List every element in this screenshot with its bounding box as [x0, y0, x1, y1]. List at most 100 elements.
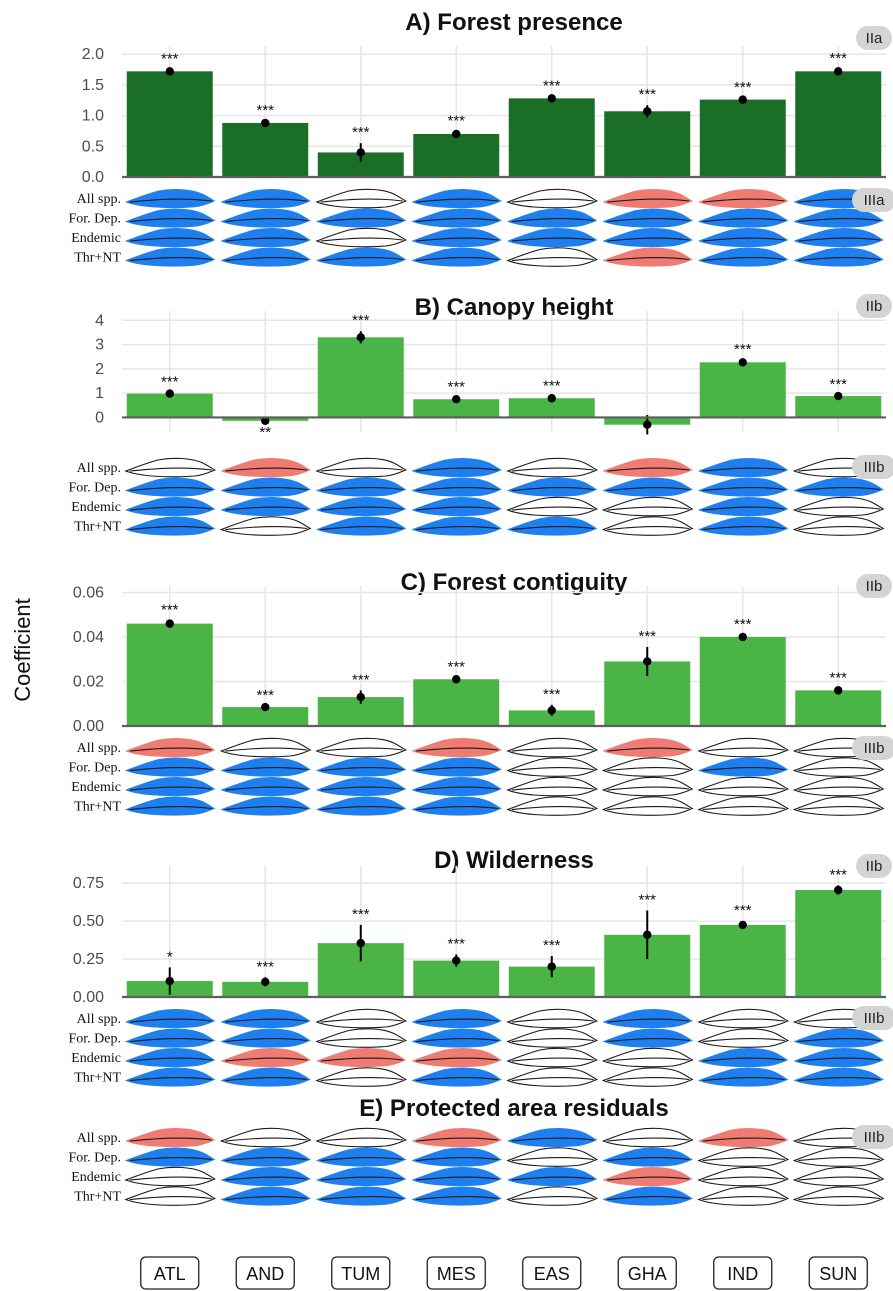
feather-icon — [125, 457, 216, 478]
badge-icons-bg — [852, 188, 893, 212]
feather-icon — [507, 457, 598, 478]
significance-label: *** — [829, 376, 847, 393]
feather-icon — [793, 208, 884, 228]
feather-icon — [411, 457, 502, 478]
feather-icon — [602, 796, 693, 816]
feather-icon — [602, 1047, 693, 1068]
feather-icon — [698, 477, 789, 497]
category-label: IND — [727, 1264, 758, 1284]
point-estimate — [547, 706, 556, 715]
feather-icon — [602, 757, 693, 777]
bar-atl — [126, 623, 213, 726]
feather-icon — [220, 477, 311, 497]
feather-icon — [316, 1147, 407, 1167]
badge-chart-label: IIa — [866, 30, 883, 47]
feather-icon — [220, 496, 311, 517]
significance-label: *** — [543, 686, 561, 703]
feather-icon — [125, 188, 216, 209]
category-box — [235, 1256, 295, 1290]
feather-icon — [507, 1047, 598, 1068]
feather-icon — [220, 457, 311, 478]
feather-icon — [125, 227, 216, 248]
significance-label: * — [167, 948, 173, 965]
feather-icon — [602, 247, 693, 267]
feather-icon — [507, 188, 598, 209]
feather-icon — [793, 247, 884, 267]
feather-icon — [411, 757, 502, 777]
feather-icon — [220, 737, 311, 758]
feather-icon — [220, 247, 311, 267]
category-mes: MES — [426, 1256, 486, 1290]
feather-icon — [125, 1186, 216, 1206]
feather-icon — [316, 1067, 407, 1087]
feather-icon — [220, 776, 311, 797]
point-estimate — [165, 389, 174, 398]
feather-icon — [793, 496, 884, 517]
feather-icon — [316, 188, 407, 209]
feather-icon — [411, 247, 502, 267]
point-estimate — [452, 395, 461, 404]
y-tick-label: 3 — [95, 337, 104, 354]
feather-icon — [507, 227, 598, 248]
feather-icon — [125, 1028, 216, 1048]
row-label: Thr+NT — [74, 251, 121, 266]
feather-icon — [316, 516, 407, 536]
feather-icon — [316, 208, 407, 228]
bar-mes — [413, 399, 500, 418]
icon-grid — [125, 737, 884, 816]
significance-label: *** — [829, 866, 847, 883]
row-label: Endemic — [71, 1051, 121, 1066]
category-box — [808, 1256, 868, 1290]
y-tick-label: 0.00 — [73, 718, 104, 735]
y-tick-label: 4 — [95, 312, 104, 329]
feather-icon — [507, 737, 598, 758]
feather-icon — [316, 1047, 407, 1068]
point-estimate — [356, 333, 365, 342]
y-tick-label: 0.04 — [73, 629, 104, 646]
category-eas: EAS — [522, 1256, 582, 1290]
feather-icon — [411, 1067, 502, 1087]
feather-icon — [316, 776, 407, 797]
feather-icon — [125, 737, 216, 758]
badge-icons-bg — [852, 1125, 893, 1149]
badge-icons: IIIb — [852, 736, 893, 760]
feather-icon — [698, 757, 789, 777]
feather-icon — [411, 1127, 502, 1148]
feather-icon — [507, 757, 598, 777]
category-ind: IND — [713, 1256, 773, 1290]
feather-icon — [220, 516, 311, 536]
badge-icons: IIIb — [852, 455, 893, 479]
badge-icons: IIIb — [852, 1125, 893, 1149]
y-tick-label: 1.0 — [82, 108, 104, 125]
point-estimate — [738, 95, 747, 104]
feather-icon — [220, 1127, 311, 1148]
feather-icon — [316, 1028, 407, 1048]
bar-eas — [508, 398, 595, 418]
feather-icon — [220, 227, 311, 248]
category-gha: GHA — [617, 1256, 677, 1290]
feather-icon — [698, 1186, 789, 1206]
point-estimate — [547, 962, 556, 971]
bar-and — [222, 707, 309, 726]
badge-chart: IIb — [856, 574, 892, 598]
feather-icon — [602, 776, 693, 797]
badge-chart-label: IIb — [866, 298, 883, 315]
feather-icon — [411, 1008, 502, 1029]
feather-icon — [411, 227, 502, 248]
badge-chart-label: IIb — [866, 578, 883, 595]
category-atl: ATL — [140, 1256, 200, 1290]
feather-icon — [411, 188, 502, 209]
feather-icon — [125, 796, 216, 816]
feather-icon — [793, 757, 884, 777]
point-estimate — [356, 692, 365, 702]
feather-icon — [125, 757, 216, 777]
significance-label: *** — [352, 671, 370, 688]
row-label: Endemic — [71, 1170, 121, 1185]
feather-icon — [220, 1067, 311, 1087]
badge-chart: IIb — [856, 854, 892, 878]
feather-icon — [411, 516, 502, 536]
row-label: For. Dep. — [69, 1151, 122, 1166]
icon-grid — [125, 188, 884, 267]
feather-icon — [602, 1166, 693, 1187]
